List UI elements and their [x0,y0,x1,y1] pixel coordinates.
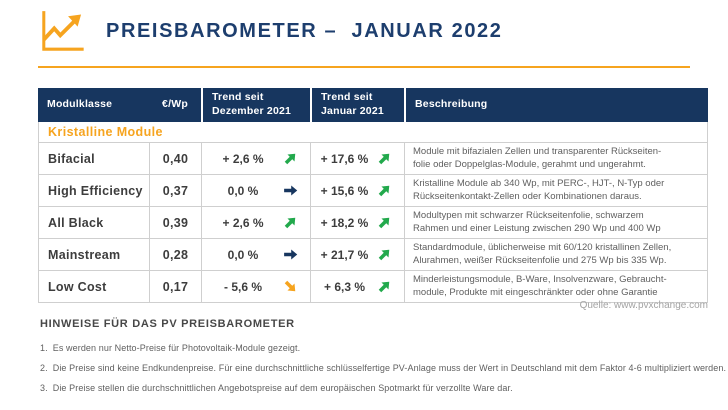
column-header-beschreibung: Beschreibung [404,88,708,122]
trend-value: + 2,6 % [222,151,264,166]
trend-arrow-icon [378,249,390,261]
trend-arrow-icon [378,185,390,197]
trend-arrow-icon [378,282,390,293]
trend-arrow-icon [284,281,296,292]
trend-december-cell: 0,0 % [202,239,311,271]
description-cell: Modultypen mit schwarzer Rückseitenfolie… [413,210,661,234]
table-row: All Black 0,39 + 2,6 % + 18,2 % Modultyp… [38,207,708,240]
trend-january-cell: + 21,7 % [311,239,405,271]
trend-december-cell: - 5,6 % [202,271,311,303]
trend-arrow-icon [284,153,296,165]
trend-value: 0,0 % [227,247,259,262]
page-header: PREISBAROMETER – JANUAR 2022 [36,5,503,57]
footnote-item: 3. Die Preise stellen die durchschnittli… [40,383,728,393]
table-body: Bifacial 0,40 + 2,6 % + 17,6 % Module mi… [38,143,708,304]
group-row-kristalline-module: Kristalline Module [38,122,708,143]
trend-value: + 6,3 % [323,279,366,294]
footnote-number: 3. [40,383,48,393]
module-class-cell: All Black [39,207,150,239]
table-header-row: Modulklasse €/Wp Trend seit Dezember 202… [38,88,708,122]
trend-january-cell: + 15,6 % [311,175,405,207]
price-cell: 0,17 [150,271,202,303]
column-header-modulklasse: Modulklasse [47,98,113,111]
trend-arrow-icon [284,185,298,196]
trend-arrow-icon [284,217,296,229]
table-row: Bifacial 0,40 + 2,6 % + 17,6 % Module mi… [38,143,708,176]
footnote-text: Die Preise sind keine Endkundenpreise. F… [52,363,727,373]
footnote-text: Die Preise stellen die durchschnittliche… [52,383,513,393]
trend-january-cell: + 18,2 % [311,207,405,239]
page-title: PREISBAROMETER – JANUAR 2022 [106,19,503,42]
trend-january-cell: + 17,6 % [311,143,405,175]
trend-december-cell: + 2,6 % [202,143,311,175]
price-cell: 0,39 [150,207,202,239]
description-cell: Kristalline Module ab 340 Wp, mit PERC-,… [413,178,665,202]
footnote-item: 1. Es werden nur Netto-Preise für Photov… [40,343,728,353]
module-class-cell: Low Cost [39,271,150,303]
trend-value: + 21,7 % [320,247,369,262]
description-cell: Minderleistungsmodule, B-Ware, Insolvenz… [413,274,667,298]
footnotes-heading: HINWEISE FÜR DAS PV PREISBAROMETER [40,318,295,330]
trend-value: + 2,6 % [222,215,264,230]
source-note: Quelle: www.pvxchange.com [579,300,708,311]
description-cell: Standardmodule, üblicherweise mit 60/120… [413,242,672,266]
price-cell: 0,28 [150,239,202,271]
description-cell: Module mit bifazialen Zellen und transpa… [413,146,662,170]
module-class-cell: Mainstream [39,239,150,271]
trend-value: + 17,6 % [320,151,369,166]
header-divider [38,66,690,68]
chart-line-icon [42,11,84,51]
price-cell: 0,40 [150,143,202,175]
trend-december-cell: 0,0 % [202,175,311,207]
trend-arrow-icon [378,153,390,165]
table-row: Mainstream 0,28 0,0 % + 21,7 % Standardm… [38,239,708,272]
column-header-trend-januar: Trend seit Januar 2021 [310,88,404,122]
trend-arrow-icon [284,249,298,260]
footnote-number: 2. [40,363,48,373]
trend-december-cell: + 2,6 % [202,207,311,239]
column-header-price: €/Wp [162,98,188,111]
trend-value: + 15,6 % [320,183,369,198]
footnote-number: 1. [40,343,48,353]
price-table: Modulklasse €/Wp Trend seit Dezember 202… [38,88,708,304]
module-class-cell: High Efficiency [39,175,150,207]
footnote-text: Es werden nur Netto-Preise für Photovolt… [52,343,301,353]
trend-value: 0,0 % [227,183,259,198]
group-label: Kristalline Module [48,125,163,139]
trend-arrow-icon [378,217,390,229]
module-class-cell: Bifacial [39,143,150,175]
trend-january-cell: + 6,3 % [311,271,405,303]
footnotes-section: HINWEISE FÜR DAS PV PREISBAROMETER 1. Es… [40,318,728,403]
column-header-trend-dezember: Trend seit Dezember 2021 [201,88,310,122]
price-cell: 0,37 [150,175,202,207]
table-row: High Efficiency 0,37 0,0 % + 15,6 % Kris… [38,175,708,208]
table-row: Low Cost 0,17 - 5,6 % + 6,3 % Minderleis… [38,271,708,304]
trend-value: + 18,2 % [320,215,369,230]
trend-value: - 5,6 % [223,279,262,294]
footnote-item: 2. Die Preise sind keine Endkundenpreise… [40,363,728,373]
